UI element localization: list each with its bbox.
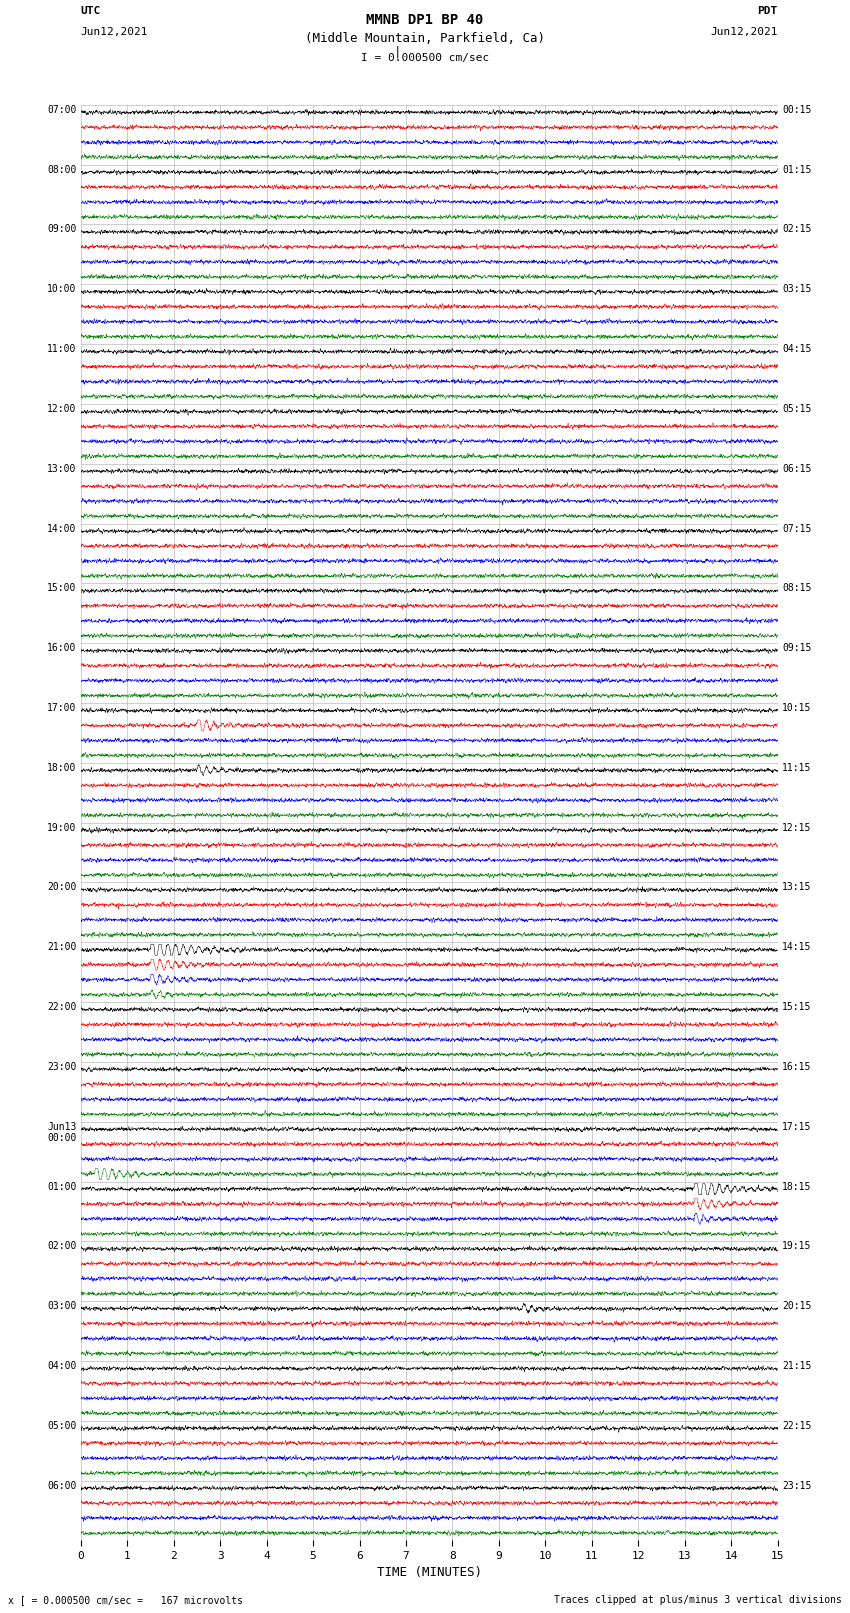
Text: I = 0.000500 cm/sec: I = 0.000500 cm/sec: [361, 53, 489, 63]
Text: PDT: PDT: [757, 6, 778, 16]
Text: UTC: UTC: [81, 6, 101, 16]
Text: Traces clipped at plus/minus 3 vertical divisions: Traces clipped at plus/minus 3 vertical …: [553, 1595, 842, 1605]
Text: (Middle Mountain, Parkfield, Ca): (Middle Mountain, Parkfield, Ca): [305, 32, 545, 45]
Text: MMNB DP1 BP 40: MMNB DP1 BP 40: [366, 13, 484, 27]
Text: Jun12,2021: Jun12,2021: [711, 27, 778, 37]
Text: x [ = 0.000500 cm/sec =   167 microvolts: x [ = 0.000500 cm/sec = 167 microvolts: [8, 1595, 243, 1605]
X-axis label: TIME (MINUTES): TIME (MINUTES): [377, 1566, 482, 1579]
Text: |: |: [394, 45, 401, 58]
Text: Jun12,2021: Jun12,2021: [81, 27, 148, 37]
